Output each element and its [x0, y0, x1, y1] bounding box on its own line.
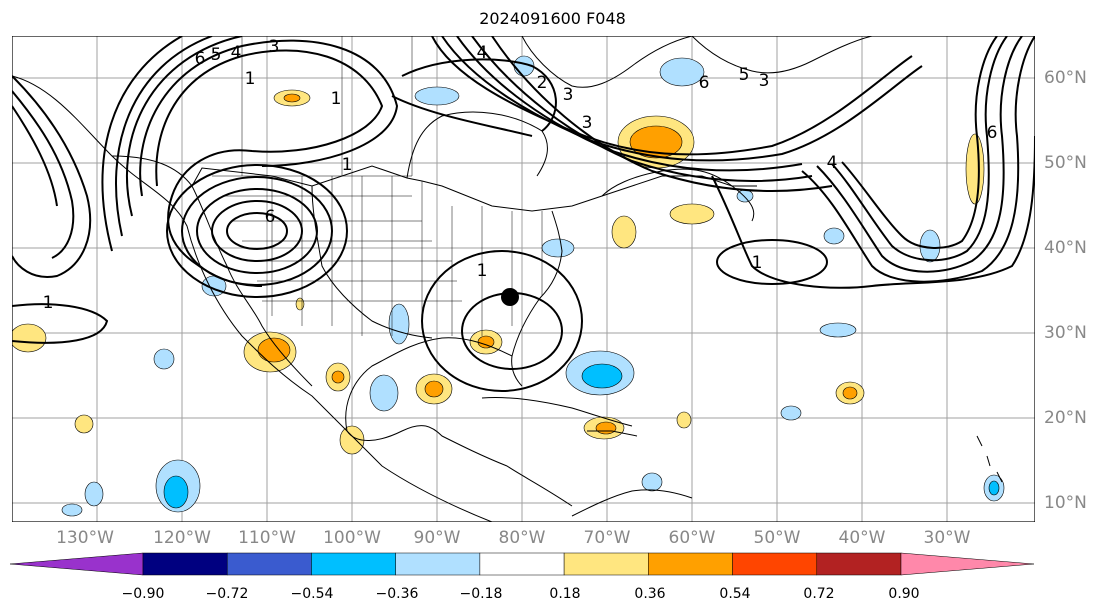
colorbar-tick-label: −0.18: [459, 586, 503, 602]
anomaly-positive: [295, 297, 305, 311]
anomaly-negative: [819, 322, 857, 338]
anomaly-negative: [369, 374, 399, 412]
lon-label: 40°W: [838, 528, 886, 548]
lat-label: 20°N: [1044, 408, 1087, 428]
map-panel: 6 5 4 3 1 1 1 1 6 1 4 6 5 3 4 3 6 3 2 1: [12, 36, 1035, 522]
lon-label: 80°W: [498, 528, 546, 548]
anomaly-negative: [414, 86, 460, 106]
contour-label: 6: [699, 73, 710, 93]
colorbar-tick-label: 0.90: [888, 586, 920, 602]
contour-label: 5: [739, 65, 750, 85]
anomaly-negative: [641, 472, 663, 492]
anomaly-negative: [153, 348, 175, 370]
contour-label: 4: [477, 43, 488, 63]
colorbar-tick-label: −0.90: [121, 586, 165, 602]
contour-label: 1: [245, 69, 256, 89]
map-title: 2024091600 F048: [479, 9, 626, 28]
lat-label: 30°N: [1044, 323, 1087, 343]
contour-label: 1: [342, 155, 353, 175]
colorbar: [10, 552, 1035, 576]
contour-label: 4: [231, 43, 242, 63]
lon-label: 70°W: [583, 528, 631, 548]
lon-label: 50°W: [753, 528, 801, 548]
lat-label: 60°N: [1044, 68, 1087, 88]
anomaly-negative: [780, 405, 802, 421]
contour-label: 1: [331, 89, 342, 109]
contour-label: 3: [563, 85, 574, 105]
lon-label: 100°W: [323, 528, 381, 548]
anomaly-shading: [12, 55, 1005, 517]
contour-label: 2: [537, 73, 548, 93]
anomaly-negative: [659, 57, 705, 87]
contour-label: 6: [265, 207, 276, 227]
anomaly-positive: [669, 203, 715, 225]
anomaly-positive: [965, 133, 985, 205]
storm-center-marker: [501, 288, 519, 306]
anomaly-negative: [84, 481, 104, 507]
political-borders: [212, 36, 543, 336]
lon-label: 130°W: [56, 528, 114, 548]
colorbar-bin: [816, 552, 902, 576]
colorbar-bin: [311, 552, 396, 576]
contour-label: 6: [987, 123, 998, 143]
coastlines: [12, 36, 1003, 522]
anomaly-positive: [74, 414, 94, 434]
colorbar-bin: [226, 552, 312, 576]
lon-label: 120°W: [153, 528, 211, 548]
colorbar-tick-label: −0.72: [205, 586, 249, 602]
contour-label: 3: [582, 113, 593, 133]
anomaly-negative: [541, 238, 575, 258]
colorbar-bin: [479, 552, 565, 576]
lat-label: 50°N: [1044, 153, 1087, 173]
lat-label: 10°N: [1044, 493, 1087, 513]
anomaly-negative: [823, 227, 845, 245]
lon-label: 90°W: [413, 528, 461, 548]
colorbar-extend-min: [10, 552, 144, 576]
gridlines: [12, 36, 1035, 522]
contour-label: 1: [477, 261, 488, 281]
colorbar-bin: [648, 552, 733, 576]
colorbar-bin: [563, 552, 649, 576]
contour-label: 1: [43, 293, 54, 313]
lon-label: 110°W: [238, 528, 296, 548]
colorbar-bin: [395, 552, 481, 576]
contour-label: 6: [195, 49, 206, 69]
contour-label: 1: [752, 253, 763, 273]
colorbar-tick-label: 0.54: [719, 586, 751, 602]
colorbar-tick-label: 0.36: [634, 586, 666, 602]
anomaly-negative: [61, 503, 83, 517]
anomaly-positive: [12, 323, 47, 353]
contour-label: 5: [211, 45, 222, 65]
colorbar-tick-label: −0.36: [375, 586, 419, 602]
colorbar-tick-label: 0.18: [549, 586, 581, 602]
anomaly-positive: [676, 411, 692, 429]
contour-labels: 6 5 4 3 1 1 1 1 6 1 4 6 5 3 4 3 6 3 2 1: [43, 37, 998, 313]
lon-label: 30°W: [923, 528, 971, 548]
colorbar-tick-label: −0.54: [290, 586, 334, 602]
contour-label: 3: [269, 37, 280, 57]
contour-lines: [12, 36, 1035, 392]
colorbar-tick-label: 0.72: [803, 586, 835, 602]
lat-label: 40°N: [1044, 238, 1087, 258]
contour-label: 4: [827, 153, 838, 173]
anomaly-negative: [388, 303, 410, 345]
contour-label: 3: [759, 71, 770, 91]
lon-label: 60°W: [668, 528, 716, 548]
colorbar-bin: [142, 552, 228, 576]
anomaly-positive: [611, 215, 637, 249]
colorbar-bin: [732, 552, 818, 576]
colorbar-extend-max: [900, 552, 1035, 576]
